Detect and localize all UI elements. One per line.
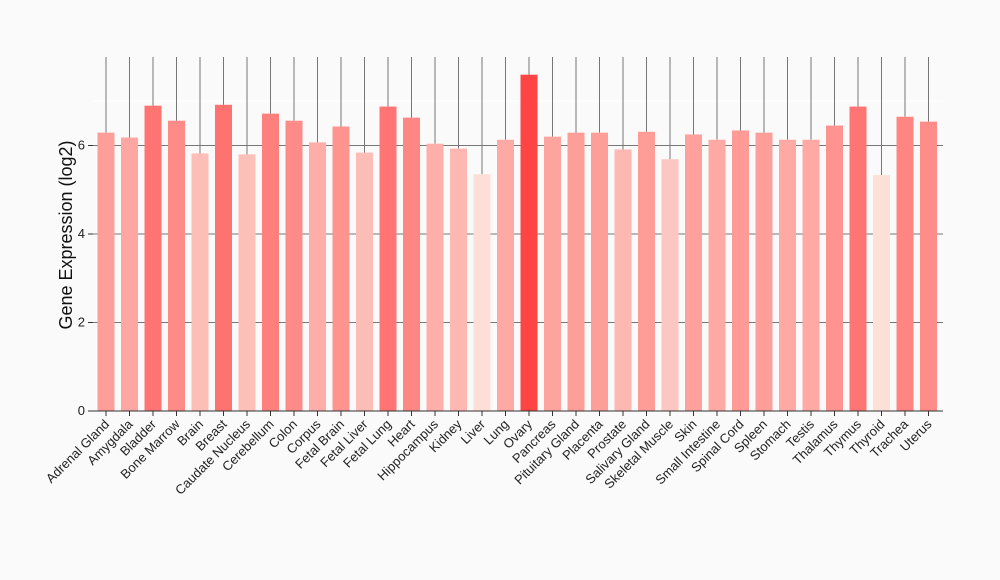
bar-kidney [450,148,467,411]
y-tick-label: 6 [78,138,85,153]
bar-thymus [849,106,867,411]
bar-heart [403,117,420,411]
bar-testis [802,139,820,411]
bar-pituitary-gland [567,132,585,412]
bar-adrenal-gland [97,132,115,412]
bar-small-intestine [708,139,726,411]
bar-thalamus [826,125,843,412]
bar-colon [285,120,303,411]
bar-fetal-brain [332,126,350,411]
bar-cerebellum [262,113,279,411]
bar-hippocampus [426,143,444,412]
bar-fetal-lung [379,106,397,411]
x-tick-label: Liver [458,416,489,447]
bar-breast [215,104,232,411]
bar-liver [473,174,491,411]
bar-placenta [591,132,608,412]
bar-skin [685,134,702,411]
y-tick-label: 2 [78,315,85,330]
bar-lung [497,139,514,411]
y-tick-label: 4 [78,226,85,241]
bar-bladder [144,105,162,412]
bar-pancreas [544,136,561,411]
bar-stomach [779,139,796,411]
bar-salivary-gland [638,131,655,411]
bar-thyroid [873,175,890,411]
y-tick-label: 0 [78,403,85,418]
bar-caudate-nucleus [238,154,256,411]
bar-spinal-cord [732,130,749,411]
y-axis: 0 2 4 6 [78,138,93,418]
bar-amygdala [121,137,138,411]
y-axis-label: Gene Expression (log2) [56,140,76,329]
bar-corpus [309,142,326,411]
bar-ovary [520,74,538,411]
bars [97,74,937,412]
bar-uterus [920,121,937,411]
bar-fetal-liver [356,152,373,411]
bar-skeletal-muscle [661,159,679,411]
grid [93,57,943,323]
bar-brain [191,153,209,411]
bar-prostate [614,149,632,412]
bar-spleen [755,132,773,412]
bar-bone-marrow [168,120,185,411]
bar-trachea [896,116,914,412]
